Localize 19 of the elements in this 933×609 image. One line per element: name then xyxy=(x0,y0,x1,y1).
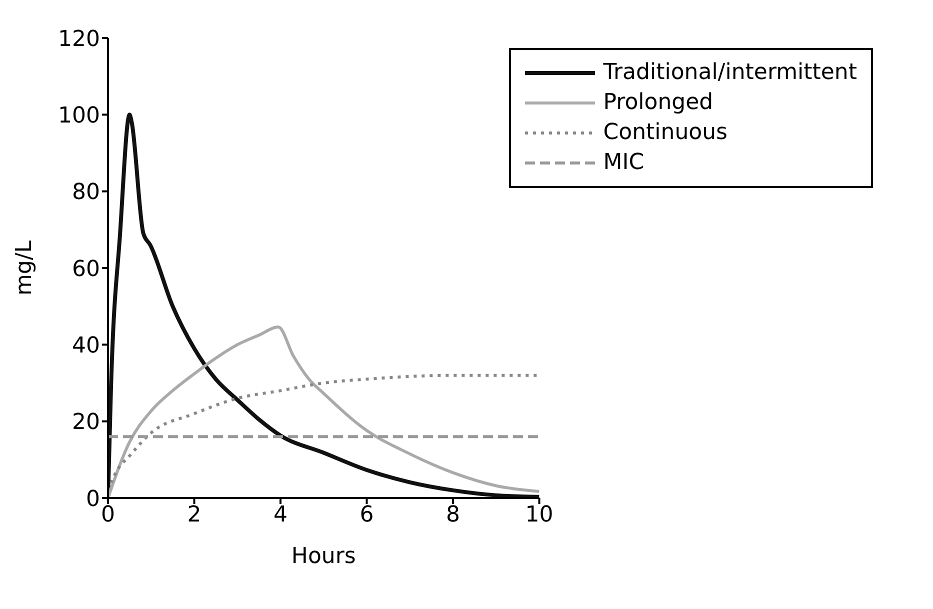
x-tick-label: 6 xyxy=(360,502,374,528)
x-tick-label: 10 xyxy=(525,502,554,528)
y-tick-label: 0 xyxy=(86,486,100,512)
y-tick-label: 100 xyxy=(58,103,100,128)
legend-label: MIC xyxy=(603,149,644,177)
x-axis-title: Hours xyxy=(291,544,356,569)
x-tick-label: 4 xyxy=(274,502,288,528)
x-tick-label: 2 xyxy=(187,502,202,528)
legend-label: Continuous xyxy=(603,119,728,147)
y-axis-title: mg/L xyxy=(12,240,37,296)
y-tick-label: 40 xyxy=(72,333,100,358)
y-tick-label: 120 xyxy=(58,26,100,52)
y-tick-label: 60 xyxy=(72,256,100,282)
y-tick-label: 20 xyxy=(72,410,100,436)
y-tick-label: 80 xyxy=(72,180,100,206)
legend-label: Prolonged xyxy=(603,89,714,117)
x-tick-label: 8 xyxy=(446,502,460,528)
line-series xyxy=(108,374,540,492)
legend-label: Traditional/intermittent xyxy=(603,59,857,87)
